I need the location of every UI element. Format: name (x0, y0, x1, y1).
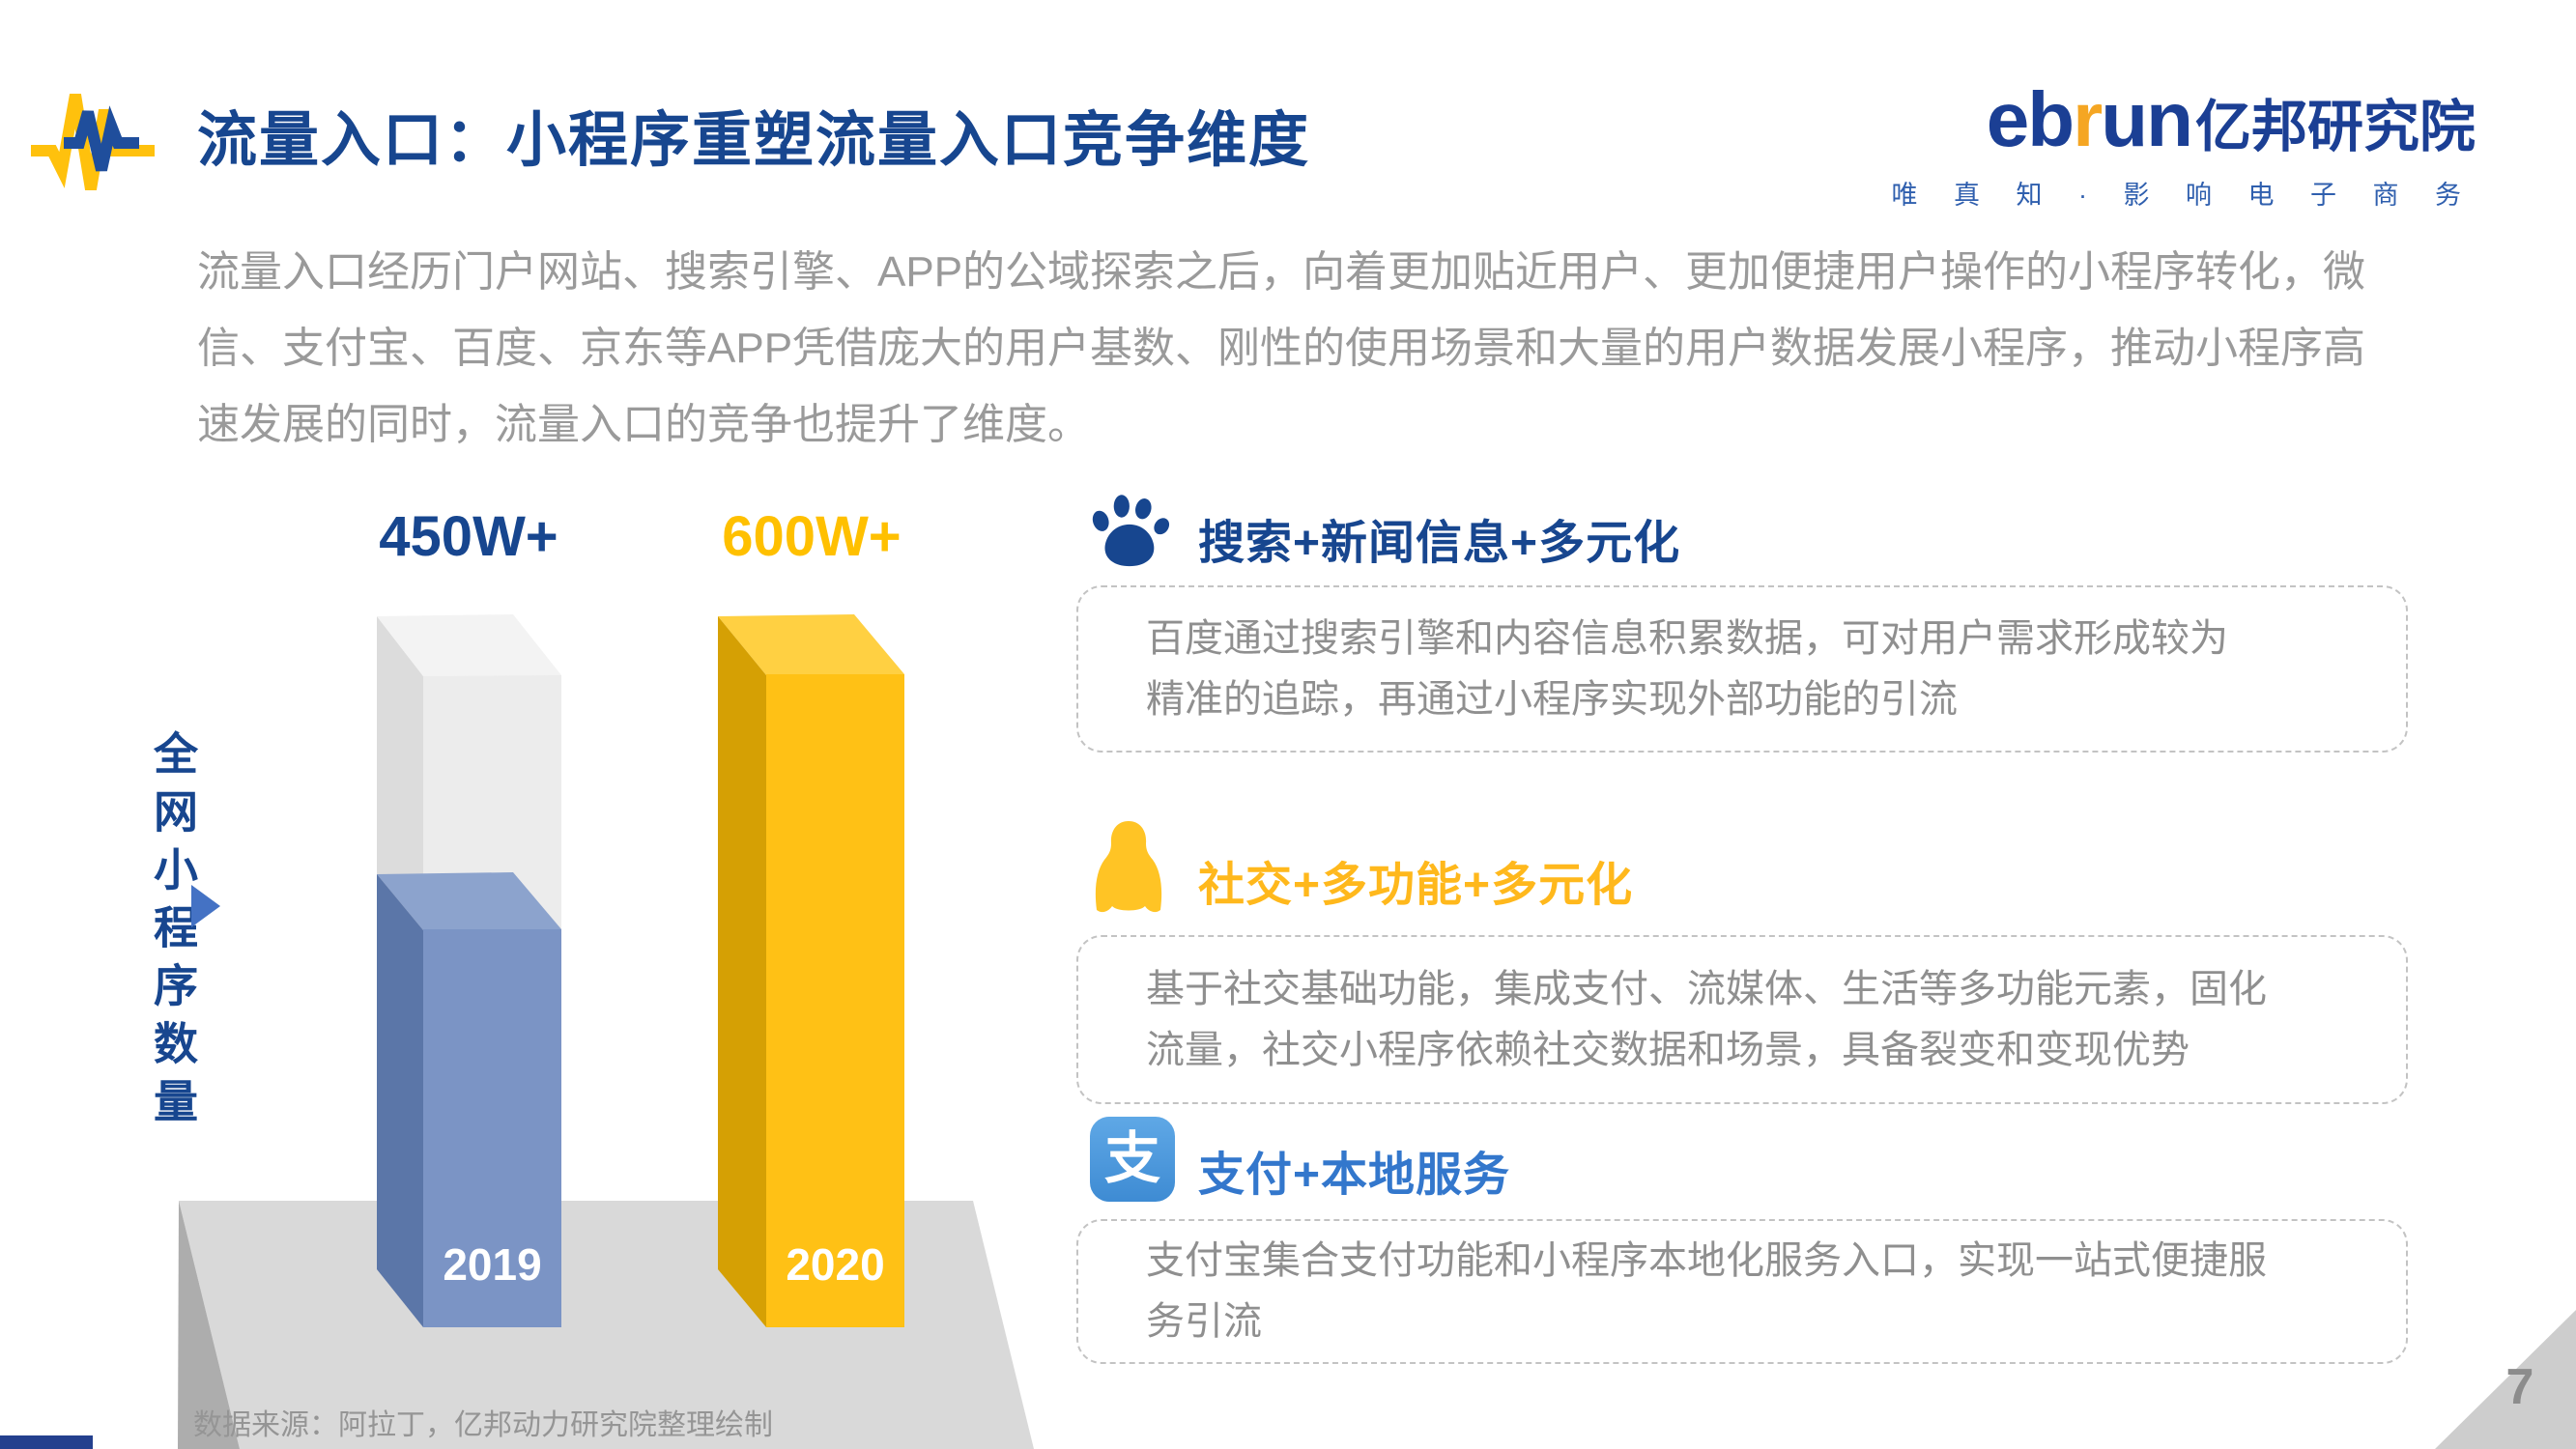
section-body-alipay: 支付宝集合支付功能和小程序本地化服务入口，实现一站式便捷服 务引流 (1146, 1239, 2267, 1343)
ghost-bar-top (377, 614, 561, 676)
section-body-baidu: 百度通过搜索引擎和内容信息积累数据，可对用户需求形成较为 精准的追踪，再通过小程… (1146, 616, 2228, 721)
page-number: 7 (2505, 1359, 2534, 1415)
ebrun-tagline: 唯 真 知 · 影 响 电 子 商 务 (1891, 181, 2476, 210)
bar-2020-front (766, 674, 904, 1327)
bar-2019-top (377, 872, 561, 930)
ebrun-wordmark: ebrun (1986, 76, 2193, 162)
baidu-paw-icon (1085, 489, 1172, 576)
ebrun-r-arrow: r (2073, 76, 2103, 162)
alipay-icon: 支 (1090, 1117, 1175, 1202)
section-box-alipay: 支付宝集合支付功能和小程序本地化服务入口，实现一站式便捷服 务引流 (1076, 1219, 2408, 1364)
year-label-2019: 2019 (443, 1239, 542, 1290)
bottom-left-accent-strip (0, 1435, 93, 1449)
qq-penguin-icon (1090, 817, 1167, 916)
axis-arrow-icon (191, 885, 220, 927)
data-source-note: 数据来源：阿拉丁，亿邦动力研究院整理绘制 (193, 1409, 773, 1441)
section-box-baidu: 百度通过搜索引擎和内容信息积累数据，可对用户需求形成较为 精准的追踪，再通过小程… (1076, 585, 2408, 753)
section-heading-baidu: 搜索+新闻信息+多元化 (1198, 518, 1681, 569)
bar-2019-side (377, 874, 423, 1327)
value-label-2020: 600W+ (722, 505, 902, 568)
bar-2020-side (718, 616, 766, 1327)
ebrun-logo: ebrun 亿邦研究院 唯 真 知 · 影 响 电 子 商 务 (1891, 81, 2476, 212)
section-box-social: 基于社交基础功能，集成支付、流媒体、生活等多功能元素，固化 流量，社交小程序依赖… (1076, 935, 2408, 1104)
section-heading-alipay: 支付+本地服务 (1198, 1150, 1511, 1201)
ebrun-cn-name: 亿邦研究院 (2194, 96, 2476, 158)
section-body-social: 基于社交基础功能，集成支付、流媒体、生活等多功能元素，固化 流量，社交小程序依赖… (1146, 967, 2267, 1071)
chart-axis-label: 全网小程序数量 (148, 730, 198, 1136)
year-label-2020: 2020 (786, 1239, 885, 1290)
intro-paragraph: 流量入口经历门户网站、搜索引擎、APP的公域探索之后，向着更加贴近用户、更加便捷… (197, 248, 2366, 448)
platform-edge-shadow (178, 1201, 240, 1449)
section-heading-social: 社交+多功能+多元化 (1198, 860, 1634, 911)
page-title: 流量入口：小程序重塑流量入口竞争维度 (197, 107, 1311, 174)
value-label-2019: 450W+ (379, 505, 558, 568)
waveform-logo-icon (25, 73, 160, 209)
bar-2019-front (423, 929, 561, 1327)
bar-2020-top (718, 614, 904, 675)
